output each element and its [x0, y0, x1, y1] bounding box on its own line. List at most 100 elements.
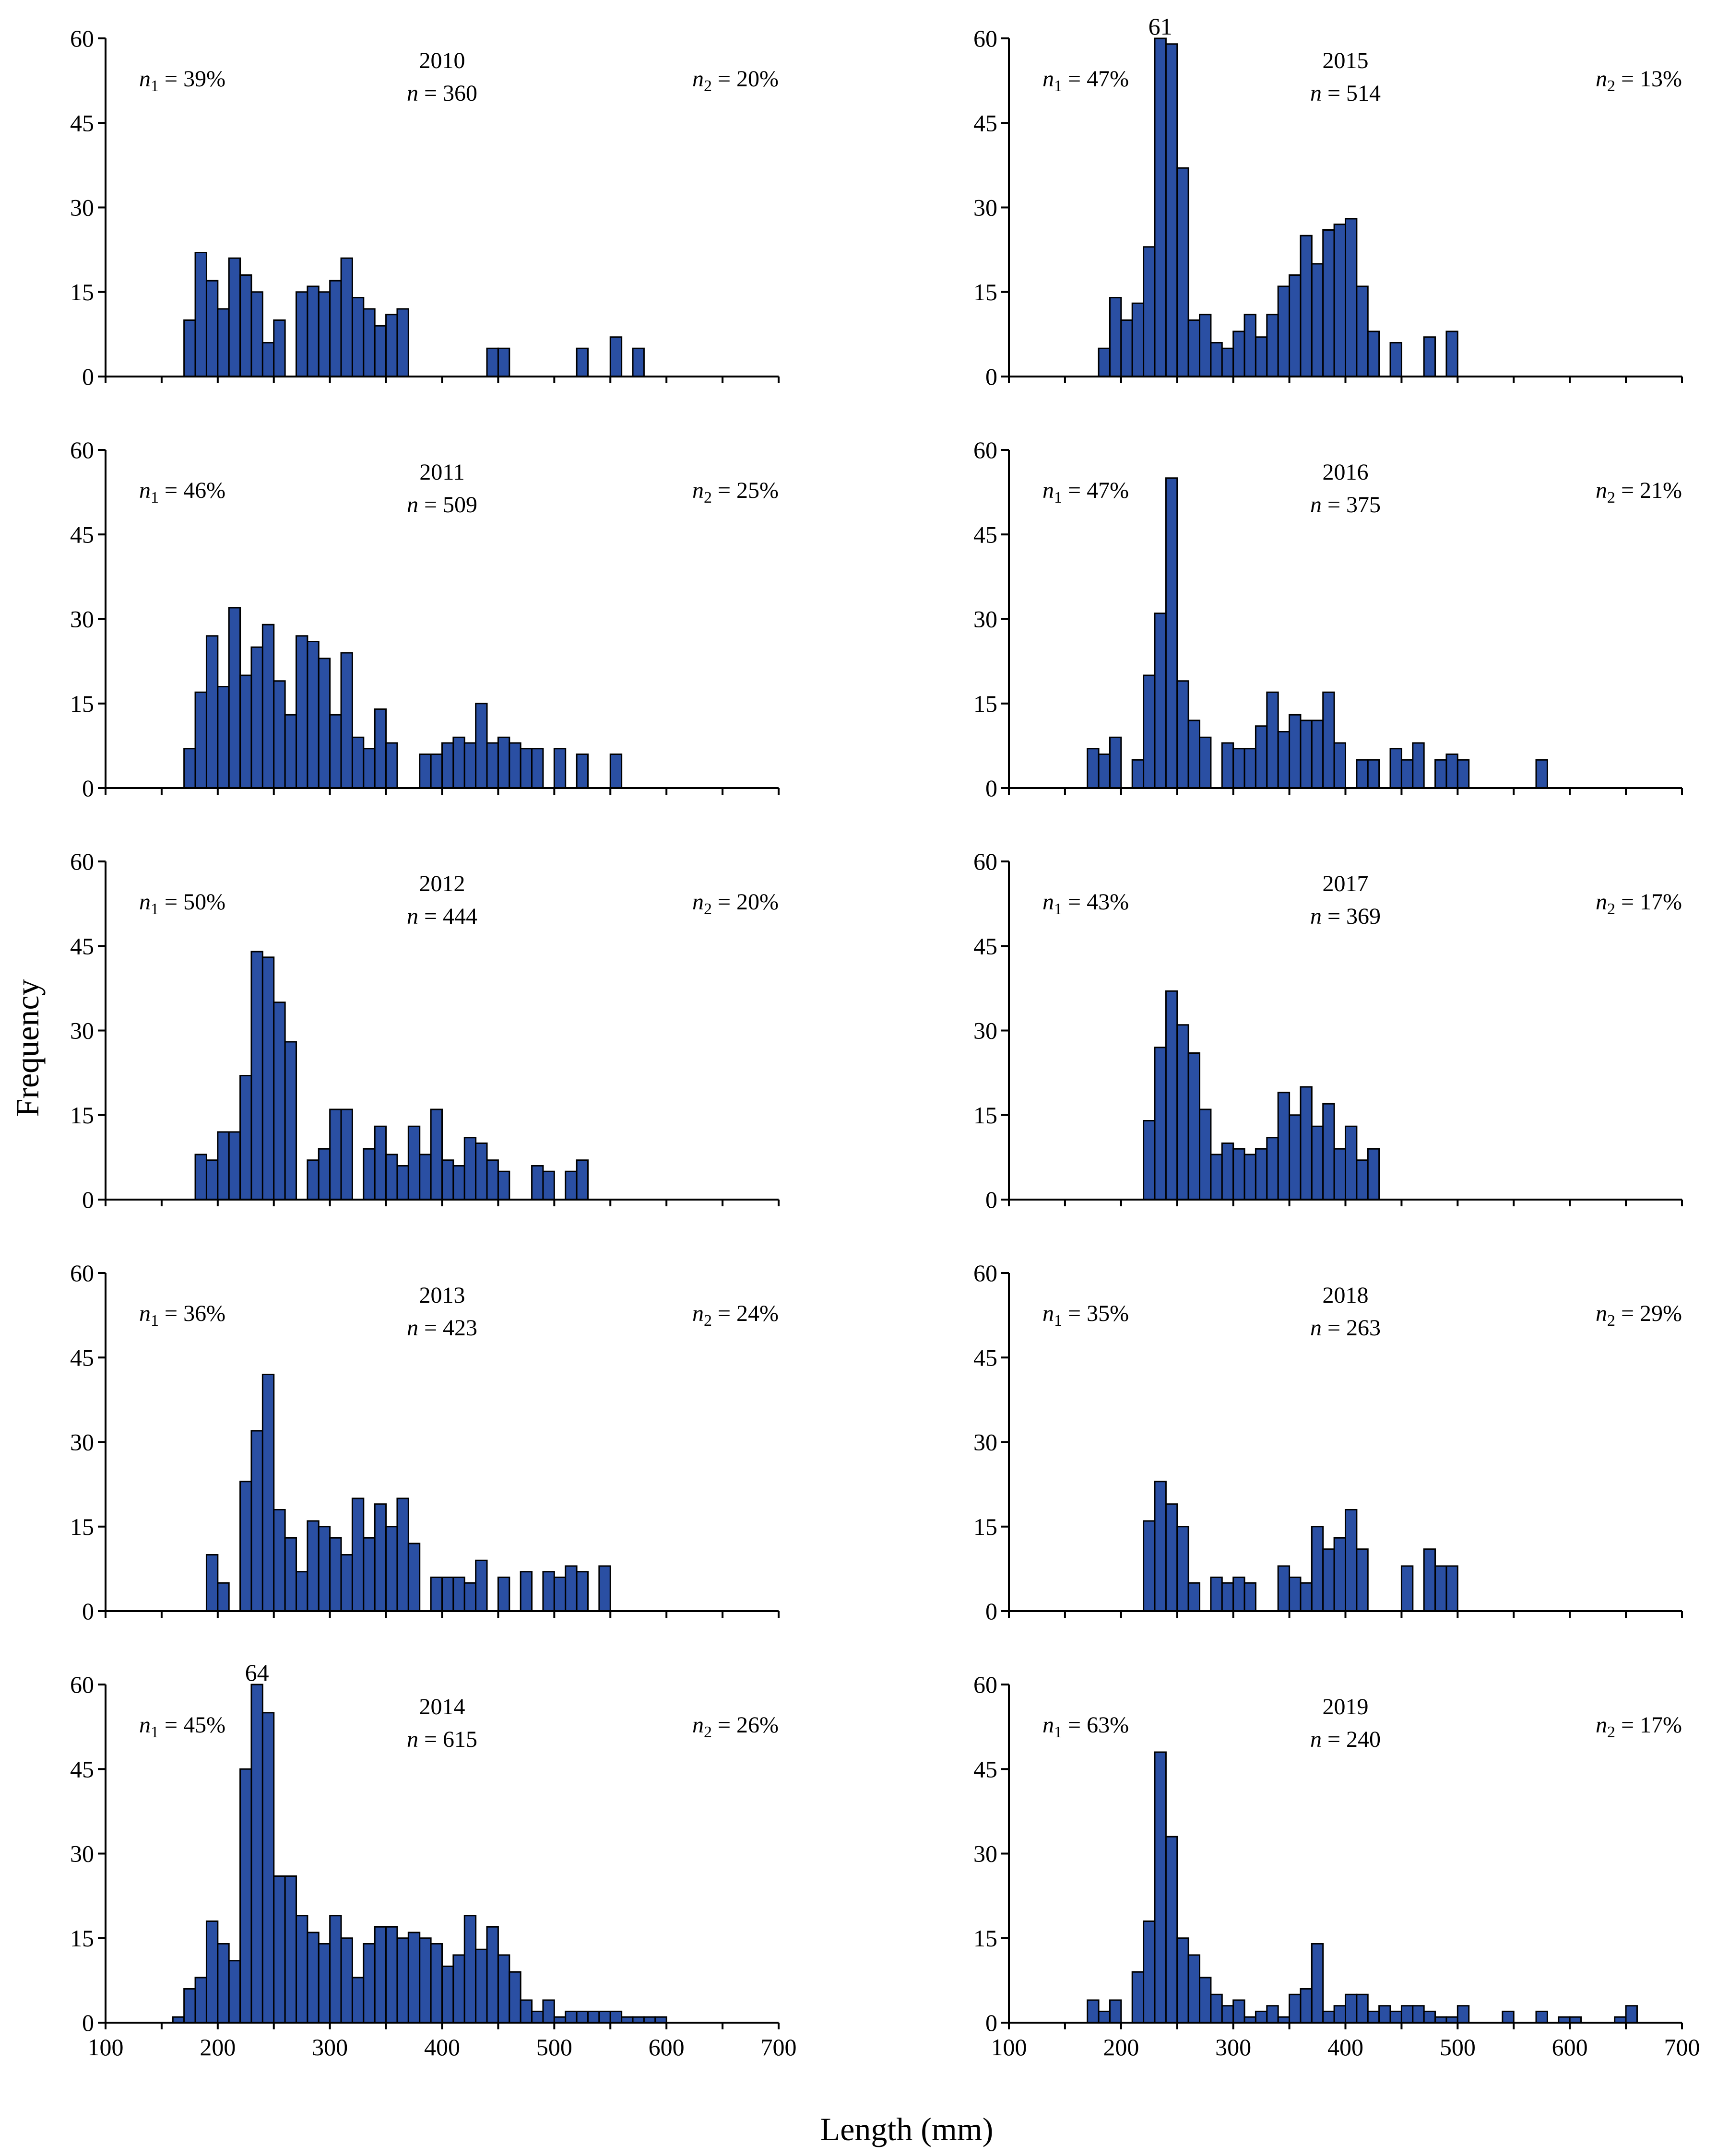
histogram-panel-2016: 0 15 30 45 60 2016 n = 375 n1 = 47% n2 = 21%	[973, 436, 1683, 801]
histogram-bar	[261, 956, 275, 1201]
x-tick-label: 600	[1552, 2034, 1588, 2061]
y-tick-label: 30	[973, 1840, 997, 1867]
histogram-bar	[1277, 1565, 1291, 1612]
x-tick-label: 400	[424, 2034, 460, 2061]
histogram-bar	[205, 635, 219, 789]
histogram-bar	[632, 347, 645, 377]
histogram-bar	[1187, 1052, 1201, 1201]
y-tick-label: 0	[82, 363, 94, 390]
histogram-bar	[1176, 1937, 1189, 2024]
histogram-bar	[531, 748, 544, 789]
sample-size-label: n = 360	[407, 81, 477, 106]
histogram-bar	[1389, 748, 1402, 789]
y-tick-label: 0	[985, 1598, 997, 1625]
histogram-bar	[363, 1537, 376, 1612]
panel-year-title: 2017	[1323, 871, 1369, 896]
y-tick-label: 60	[70, 25, 94, 52]
histogram-bar	[1367, 2011, 1380, 2024]
histogram-bar	[351, 1497, 365, 1612]
y-tick-label: 60	[973, 436, 997, 463]
histogram-bar	[1232, 330, 1245, 377]
n1-percentage: n1 = 50%	[139, 889, 225, 918]
x-tick-label: 400	[1327, 2034, 1363, 2061]
histogram-bar	[239, 1768, 252, 2024]
y-tick-label: 45	[973, 109, 997, 136]
histogram-bar	[553, 748, 567, 789]
histogram-bar	[1423, 336, 1436, 377]
histogram-bar	[1232, 1148, 1245, 1201]
peak-value-label: 61	[1149, 13, 1172, 40]
histogram-bar	[609, 754, 623, 789]
histogram-bar	[250, 1430, 263, 1612]
histogram-bar	[318, 1148, 331, 1201]
histogram-bar	[1322, 1103, 1335, 1201]
histogram-panel-2012: 0 15 30 45 60 2012 n = 444 n1 = 50% n2 = 20%	[70, 848, 780, 1213]
histogram-bar	[576, 754, 589, 789]
histogram-panel-2017: 0 15 30 45 60 2017 n = 369 n1 = 43% n2 = 17%	[973, 848, 1683, 1213]
histogram-bar	[509, 742, 521, 789]
histogram-bar	[1333, 224, 1347, 377]
y-tick-label: 30	[70, 1429, 94, 1456]
y-tick-label: 0	[82, 775, 94, 801]
histogram-bar	[609, 336, 623, 377]
histogram-bar	[1109, 1999, 1122, 2024]
x-tick-label: 200	[1103, 2034, 1139, 2061]
histogram-bar	[1400, 759, 1414, 789]
y-tick-label: 45	[973, 1344, 997, 1371]
panel-year-title: 2012	[419, 871, 465, 896]
histogram-bar	[1322, 2011, 1335, 2024]
histogram-bar	[1232, 1999, 1245, 2024]
histogram-bar	[363, 308, 376, 377]
histogram-bar	[363, 748, 376, 789]
histogram-bar	[407, 1543, 421, 1612]
histogram-panel-2011: 0 15 30 45 60 2011 n = 509 n1 = 46% n2 = 25%	[70, 436, 780, 801]
histogram-bar	[250, 1684, 263, 2024]
histogram-bar	[340, 1937, 353, 2024]
histogram-bar	[1131, 1971, 1145, 2024]
histogram-bar	[340, 1108, 353, 1201]
histogram-bar	[205, 1159, 219, 1201]
histogram-bar	[1143, 1120, 1156, 1201]
histogram-bar	[239, 1075, 252, 1201]
histogram-bar	[463, 1582, 477, 1612]
histogram-bar	[1176, 1024, 1189, 1201]
histogram-bar	[1445, 754, 1458, 789]
histogram-bar	[318, 1526, 331, 1612]
histogram-bar	[430, 1577, 443, 1612]
histogram-bar	[217, 686, 230, 789]
histogram-bar	[1154, 1751, 1167, 2024]
histogram-bar	[1400, 2005, 1414, 2024]
histogram-bar	[1087, 748, 1100, 789]
y-tick-label: 15	[70, 279, 94, 306]
histogram-bar	[284, 714, 297, 789]
histogram-bar	[441, 1159, 454, 1201]
histogram-bar	[1333, 1148, 1347, 1201]
histogram-bar	[205, 280, 219, 377]
histogram-bar	[1311, 719, 1324, 789]
histogram-bar	[396, 1937, 409, 2024]
histogram-bar	[1311, 1526, 1324, 1612]
histogram-bar	[1367, 330, 1380, 377]
histogram-bar	[261, 1374, 275, 1612]
histogram-bar	[1221, 1143, 1234, 1201]
histogram-bar	[284, 1537, 297, 1612]
panel-year-title: 2014	[419, 1694, 465, 1720]
histogram-bar	[1535, 2011, 1548, 2024]
histogram-bar	[463, 1915, 477, 2024]
panel-year-title: 2010	[419, 48, 465, 73]
histogram-bar	[1176, 680, 1189, 789]
histogram-bar	[1356, 1159, 1369, 1201]
histogram-panel-2018: 0 15 30 45 60 2018 n = 263 n1 = 35% n2 = 29%	[973, 1260, 1683, 1625]
histogram-bar	[1322, 1548, 1335, 1612]
y-tick-label: 30	[973, 194, 997, 221]
histogram-bar	[1423, 1548, 1436, 1612]
n1-percentage: n1 = 46%	[139, 478, 225, 507]
sample-size-label: n = 615	[407, 1727, 477, 1752]
histogram-bar	[1232, 748, 1245, 789]
histogram-bar	[217, 1131, 230, 1201]
histogram-bar	[463, 742, 477, 789]
histogram-bar	[1165, 477, 1178, 789]
histogram-bar	[576, 2011, 589, 2024]
panel-year-title: 2018	[1323, 1283, 1369, 1308]
y-tick-label: 15	[70, 1925, 94, 1952]
